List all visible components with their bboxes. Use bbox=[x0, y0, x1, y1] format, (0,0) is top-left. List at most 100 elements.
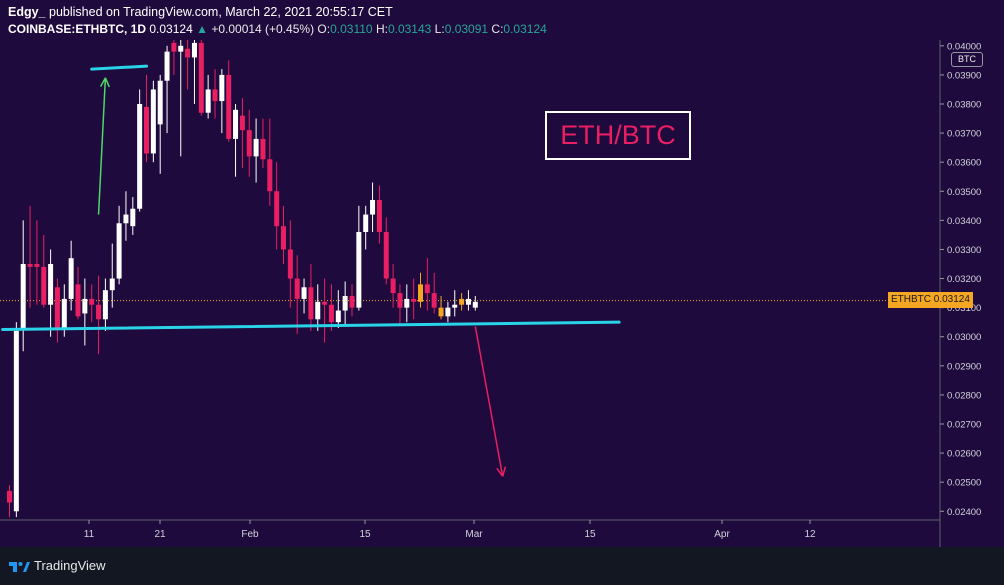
triangle-up-icon: ▲ bbox=[196, 22, 208, 36]
price-tick-label: 0.02400 bbox=[947, 507, 981, 518]
candle-body bbox=[164, 51, 170, 81]
candle bbox=[281, 205, 286, 264]
candle bbox=[89, 284, 95, 323]
price-label-symbol: ETHBTC bbox=[891, 294, 931, 305]
author-name[interactable]: Edgy_ bbox=[8, 5, 46, 19]
price-tick-label: 0.03200 bbox=[947, 274, 981, 285]
candle bbox=[48, 249, 54, 337]
arrow-head bbox=[99, 77, 107, 87]
candle bbox=[274, 162, 280, 250]
candle bbox=[164, 45, 170, 134]
candle bbox=[418, 272, 423, 308]
price-chart[interactable]: 0.04000 0.03900 0.03800 0.03700 0.03600 0.035… bbox=[0, 0, 1004, 547]
low-value: 0.03091 bbox=[444, 22, 489, 36]
price-tick-label: 0.03600 bbox=[947, 158, 981, 169]
candle bbox=[363, 205, 369, 250]
candle-body bbox=[315, 301, 321, 320]
time-tick-label: 12 bbox=[804, 529, 816, 540]
price-tick-label: 0.02800 bbox=[947, 390, 981, 401]
symbol-interval: COINBASE:ETHBTC, 1D bbox=[8, 22, 147, 36]
candle-body bbox=[239, 115, 245, 131]
candle-body bbox=[123, 214, 129, 224]
time-tick-label: Mar bbox=[465, 529, 483, 540]
close-label: C: bbox=[491, 22, 504, 36]
support-trendline bbox=[1, 320, 621, 331]
last-price: 0.03124 bbox=[149, 22, 193, 36]
candle bbox=[137, 89, 143, 212]
candle-body bbox=[34, 264, 40, 267]
candle-body bbox=[342, 296, 348, 311]
drawings bbox=[1, 64, 621, 477]
candle bbox=[404, 284, 410, 323]
tradingview-logo-icon[interactable] bbox=[8, 559, 30, 573]
candle-body bbox=[267, 159, 273, 192]
candle-body bbox=[212, 89, 218, 102]
candle bbox=[472, 296, 478, 311]
price-tick-label: 0.02500 bbox=[947, 478, 981, 489]
candle-body bbox=[48, 264, 54, 305]
candle-body bbox=[404, 298, 410, 308]
candle-body bbox=[356, 232, 362, 308]
candle bbox=[219, 69, 225, 134]
arrow-down bbox=[474, 326, 507, 477]
low-label: L: bbox=[434, 22, 445, 36]
candle bbox=[157, 74, 163, 174]
candle-body bbox=[308, 287, 314, 320]
price-tick-label: 0.03800 bbox=[947, 100, 981, 111]
open-label: O: bbox=[317, 22, 331, 36]
candlesticks bbox=[0, 40, 940, 518]
open-value: 0.03110 bbox=[330, 22, 373, 36]
price-tick-label: 0.03700 bbox=[947, 129, 981, 140]
candle-body bbox=[13, 330, 19, 512]
candle-body bbox=[144, 106, 149, 154]
candle-body bbox=[137, 104, 143, 209]
candle bbox=[41, 234, 47, 308]
tradingview-brand[interactable]: TradingView bbox=[34, 558, 106, 573]
candle bbox=[212, 69, 218, 119]
candle-body bbox=[233, 109, 239, 139]
candle-body bbox=[68, 258, 74, 299]
candle bbox=[253, 118, 259, 183]
footer-bar: TradingView bbox=[0, 547, 1004, 585]
candle bbox=[246, 109, 252, 177]
candle bbox=[390, 264, 396, 308]
candle-body bbox=[459, 298, 465, 305]
candle bbox=[82, 278, 88, 346]
candle bbox=[294, 255, 300, 334]
resistance-trendline bbox=[90, 64, 148, 71]
candle-body bbox=[75, 284, 81, 317]
candle-body bbox=[41, 266, 47, 305]
price-tick-label: 0.02700 bbox=[947, 420, 981, 431]
candle bbox=[68, 240, 74, 311]
candle-body bbox=[109, 278, 115, 291]
price-tick-label: 0.02900 bbox=[947, 361, 981, 372]
candle-body bbox=[27, 264, 33, 267]
time-tick-label: 11 bbox=[84, 529, 95, 540]
candle bbox=[431, 272, 437, 314]
publish-info: Edgy_ published on TradingView.com, Marc… bbox=[8, 5, 393, 19]
current-price-label: ETHBTC 0.03124 bbox=[888, 292, 973, 308]
publish-date: published on TradingView.com, March 22, … bbox=[49, 5, 393, 19]
candle bbox=[438, 296, 444, 320]
price-tick-label: 0.02600 bbox=[947, 449, 981, 460]
price-tick-label: 0.03900 bbox=[947, 70, 981, 81]
candle bbox=[178, 40, 184, 157]
currency-badge[interactable]: BTC bbox=[951, 52, 983, 67]
time-tick-label: 15 bbox=[359, 529, 371, 540]
candle bbox=[54, 278, 60, 343]
price-tick-label: 0.03100 bbox=[947, 303, 981, 314]
candle bbox=[397, 284, 403, 326]
price-axis[interactable]: 0.04000 0.03900 0.03800 0.03700 0.03600 0.035… bbox=[940, 41, 981, 518]
candle bbox=[260, 118, 266, 168]
candle bbox=[308, 264, 314, 331]
candle-body bbox=[438, 307, 444, 317]
candle bbox=[185, 40, 191, 90]
time-axis[interactable]: 11 21 Feb 15 Mar 15 Apr 12 bbox=[84, 520, 816, 540]
candle-body bbox=[301, 287, 307, 299]
candle-body bbox=[322, 301, 328, 305]
candle-body bbox=[472, 301, 478, 308]
candle-body bbox=[281, 226, 286, 250]
candle bbox=[356, 205, 362, 311]
candle-body bbox=[328, 304, 334, 323]
